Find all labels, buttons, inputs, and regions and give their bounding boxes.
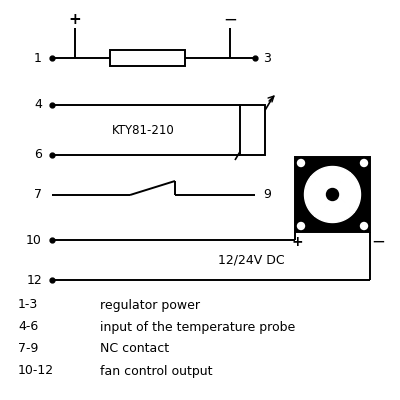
Text: 4-6: 4-6	[18, 320, 38, 334]
Text: 10-12: 10-12	[18, 364, 54, 378]
Text: fan control output: fan control output	[100, 364, 212, 378]
Circle shape	[298, 160, 304, 166]
Bar	[240, 105, 265, 155]
Text: 12/24V DC: 12/24V DC	[218, 254, 285, 266]
Text: 12: 12	[26, 274, 42, 286]
Polygon shape	[304, 176, 332, 216]
Text: 4: 4	[34, 98, 42, 112]
Text: KTY81-210: KTY81-210	[112, 124, 175, 136]
Text: 7: 7	[34, 188, 42, 202]
Text: 3: 3	[263, 52, 271, 64]
Circle shape	[326, 188, 338, 200]
Circle shape	[360, 222, 368, 230]
Text: NC contact: NC contact	[100, 342, 169, 356]
Text: −: −	[223, 11, 237, 29]
Text: 1: 1	[34, 52, 42, 64]
Bar	[295, 157, 370, 232]
Text: −: −	[371, 233, 385, 251]
Text: 9: 9	[263, 188, 271, 202]
Circle shape	[360, 160, 368, 166]
Polygon shape	[332, 173, 360, 212]
Text: 7-9: 7-9	[18, 342, 38, 356]
Polygon shape	[314, 194, 354, 222]
Polygon shape	[311, 166, 350, 194]
Text: +: +	[69, 12, 81, 28]
Text: 1-3: 1-3	[18, 298, 38, 312]
Text: regulator power: regulator power	[100, 298, 200, 312]
Text: +: +	[291, 235, 303, 249]
Circle shape	[298, 222, 304, 230]
Text: 6: 6	[34, 148, 42, 162]
Bar	[110, 50, 185, 66]
Text: 10: 10	[26, 234, 42, 246]
Text: input of the temperature probe: input of the temperature probe	[100, 320, 295, 334]
